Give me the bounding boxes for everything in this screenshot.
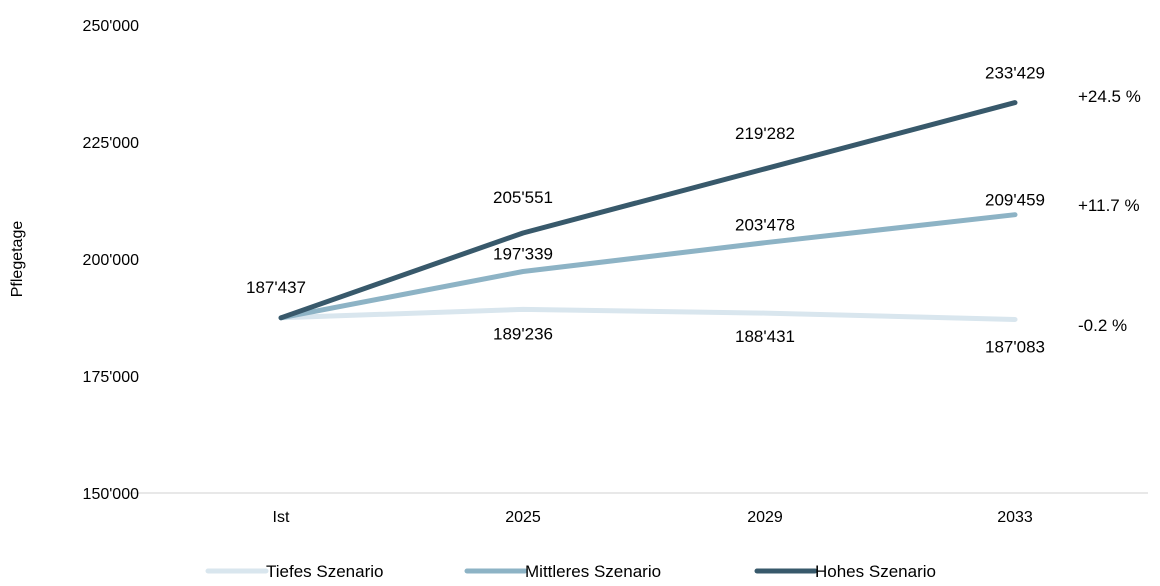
legend-label: Tiefes Szenario [266, 562, 383, 581]
x-tick-label: 2029 [747, 509, 783, 526]
legend-label: Mittleres Szenario [525, 562, 661, 581]
data-label: 203'478 [735, 216, 795, 235]
data-label: 197'339 [493, 244, 553, 263]
data-labels: 189'236 188'431 187'083 197'339 203'478 209'4… [246, 64, 1045, 357]
y-tick-label: 200'000 [83, 252, 140, 269]
change-label: +24.5 % [1078, 87, 1141, 106]
y-tick-label: 250'000 [83, 18, 140, 35]
y-tick-label: 175'000 [83, 369, 140, 386]
data-label: 189'236 [493, 324, 553, 343]
legend: Tiefes Szenario Mittleres Szenario Hohes S… [205, 562, 936, 581]
x-tick-label: 2025 [505, 509, 541, 526]
series-line [278, 306, 1018, 322]
data-label: 205'551 [493, 188, 553, 207]
change-label: -0.2 % [1078, 316, 1127, 335]
data-label: 209'459 [985, 191, 1045, 210]
x-tick-labels: Ist 2025 2029 2033 [273, 509, 1033, 526]
data-label: 219'282 [735, 124, 795, 143]
series-line [278, 212, 1018, 321]
series-line [278, 100, 1018, 321]
y-axis-title: Pflegetage [9, 221, 26, 298]
x-tick-label: 2033 [997, 509, 1033, 526]
legend-label: Hohes Szenario [815, 562, 936, 581]
data-label: 187'083 [985, 337, 1045, 356]
y-tick-labels: 150'000 175'000 200'000 225'000 250'000 [83, 18, 140, 503]
data-label: 188'431 [735, 327, 795, 346]
y-tick-label: 150'000 [83, 486, 140, 503]
series-lines [278, 100, 1018, 322]
change-labels: -0.2 % +11.7 % +24.5 % [1078, 87, 1141, 335]
y-tick-label: 225'000 [83, 135, 140, 152]
data-label: 233'429 [985, 64, 1045, 83]
change-label: +11.7 % [1078, 196, 1140, 215]
x-tick-label: Ist [273, 509, 290, 526]
data-label: 187'437 [246, 278, 306, 297]
